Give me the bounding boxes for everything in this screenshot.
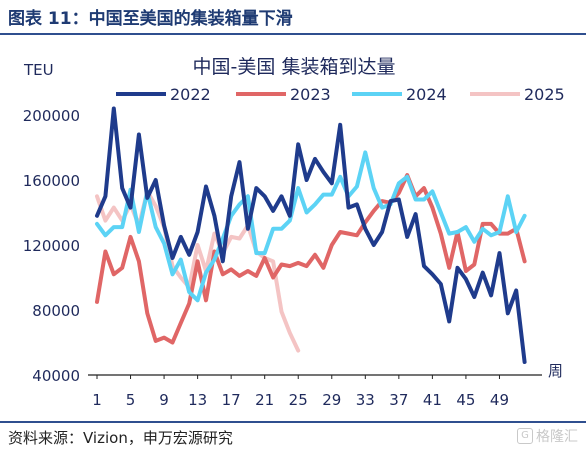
x-tick-label: 1 [92, 391, 102, 409]
y-axis-unit: TEU [23, 61, 54, 79]
x-tick-label: 9 [159, 391, 169, 409]
plot-area [95, 106, 527, 364]
x-tick-label: 21 [255, 391, 274, 409]
watermark-logo-icon: G [517, 428, 533, 444]
x-axis-unit: 周 [548, 362, 563, 380]
legend-label-2023: 2023 [290, 85, 331, 104]
figure-title: 图表 11：中国至美国的集装箱量下滑 [8, 9, 293, 29]
y-tick-label: 40000 [32, 367, 80, 385]
x-tick-label: 45 [456, 391, 475, 409]
title-divider [0, 33, 586, 35]
series-line-2022 [95, 106, 527, 364]
series-line-2024 [95, 150, 527, 303]
x-tick-label: 17 [222, 391, 241, 409]
legend-label-2024: 2024 [406, 85, 447, 104]
legend-label-2025: 2025 [524, 85, 565, 104]
y-tick-label: 200000 [23, 107, 80, 125]
chart-legend: 2022 2023 2024 2025 [116, 85, 565, 104]
watermark-text: 格隆汇 [536, 429, 578, 445]
chart-title: 中国-美国 集装箱到达量 [193, 56, 396, 78]
series-line-2023 [95, 173, 527, 345]
x-tick-label: 29 [322, 391, 341, 409]
watermark: G 格隆汇 [517, 426, 578, 446]
source-note: 资料来源：Vizion，申万宏源研究 [8, 429, 233, 447]
legend-label-2022: 2022 [170, 85, 211, 104]
y-tick-label: 120000 [23, 237, 80, 255]
y-tick-label: 160000 [23, 172, 80, 190]
x-tick-label: 13 [188, 391, 207, 409]
x-tick-label: 25 [289, 391, 308, 409]
x-tick-label: 33 [356, 391, 375, 409]
y-tick-label: 80000 [32, 302, 80, 320]
x-tick-label: 41 [423, 391, 442, 409]
x-tick-label: 49 [490, 391, 509, 409]
chart-axes: 40000 80000 120000 160000 200000 1 5 9 13 17 21 25 2… [23, 107, 542, 409]
x-tick-label: 5 [126, 391, 136, 409]
x-tick-label: 37 [389, 391, 408, 409]
footer-divider [0, 421, 586, 423]
